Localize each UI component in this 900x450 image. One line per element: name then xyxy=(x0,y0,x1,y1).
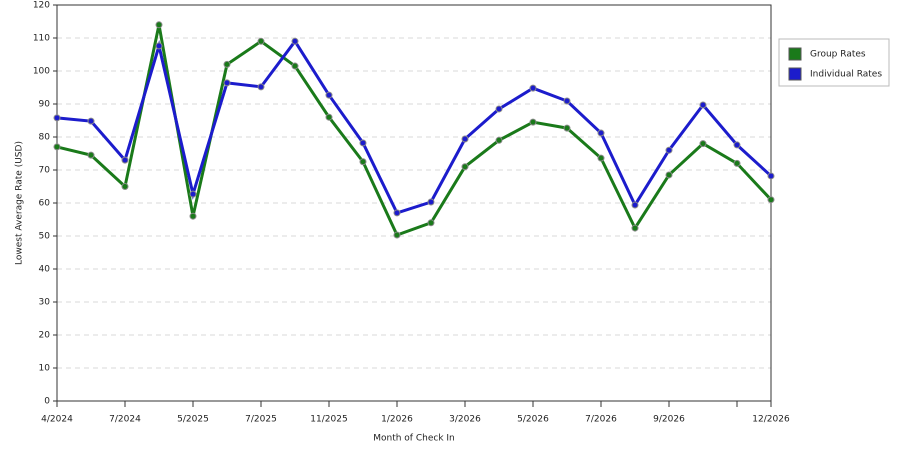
point xyxy=(597,154,605,162)
point xyxy=(87,151,95,159)
x-tick-label: 1/2026 xyxy=(381,415,413,425)
legend-label: Individual Rates xyxy=(810,70,882,80)
x-tick-label: 3/2026 xyxy=(449,415,481,425)
point xyxy=(699,101,707,109)
point xyxy=(767,196,775,204)
point xyxy=(665,146,673,154)
x-tick-label: 5/2025 xyxy=(177,415,209,425)
point xyxy=(665,171,673,179)
x-tick-label: 9/2026 xyxy=(653,415,685,425)
point xyxy=(53,114,61,122)
point xyxy=(393,209,401,217)
x-tick-label: 4/2024 xyxy=(41,415,73,425)
point xyxy=(121,183,129,190)
point xyxy=(291,37,299,45)
y-tick-label: 100 xyxy=(33,67,50,77)
x-tick-label: 7/2024 xyxy=(109,415,141,425)
x-tick-label: 11/2025 xyxy=(310,415,347,425)
x-tick-label: 12/2026 xyxy=(752,415,790,425)
y-tick-label: 40 xyxy=(39,265,51,275)
point xyxy=(121,156,129,164)
point xyxy=(427,198,435,206)
y-tick-label: 0 xyxy=(44,397,50,407)
x-tick-label: 5/2026 xyxy=(517,415,549,425)
point xyxy=(563,124,571,132)
y-tick-label: 90 xyxy=(39,100,51,110)
point xyxy=(325,91,333,99)
point xyxy=(359,158,367,166)
y-tick-label: 10 xyxy=(39,364,51,374)
point xyxy=(359,139,367,147)
point xyxy=(223,60,231,68)
x-axis-label: Month of Check In xyxy=(373,434,455,444)
point xyxy=(495,105,503,113)
legend-label: Group Rates xyxy=(810,50,866,60)
point xyxy=(461,135,469,143)
point xyxy=(631,224,639,232)
legend-swatch xyxy=(788,67,802,81)
legend-swatch xyxy=(788,47,802,61)
point xyxy=(257,83,265,91)
point xyxy=(291,62,299,70)
point xyxy=(597,129,605,137)
point xyxy=(155,21,163,29)
point xyxy=(189,190,197,198)
point xyxy=(631,201,639,209)
y-tick-label: 60 xyxy=(39,199,51,209)
y-tick-label: 30 xyxy=(39,298,51,308)
series-line xyxy=(56,38,773,215)
point xyxy=(223,79,231,87)
x-tick-label: 7/2026 xyxy=(585,415,617,425)
y-tick-label: 120 xyxy=(33,1,50,11)
x-tick-label: 7/2025 xyxy=(245,415,277,425)
point xyxy=(189,212,197,220)
point xyxy=(393,231,401,239)
y-tick-label: 110 xyxy=(33,34,50,44)
y-tick-label: 20 xyxy=(39,331,51,341)
point xyxy=(529,118,537,126)
point xyxy=(257,37,265,45)
point xyxy=(563,97,571,105)
point xyxy=(529,84,537,92)
point xyxy=(325,113,333,121)
point xyxy=(87,117,95,125)
point xyxy=(155,42,163,50)
point xyxy=(699,140,707,148)
point xyxy=(733,159,741,167)
y-tick-label: 50 xyxy=(39,232,51,242)
point xyxy=(427,219,435,227)
y-tick-label: 80 xyxy=(39,133,51,143)
y-tick-label: 70 xyxy=(39,166,51,176)
point xyxy=(461,163,469,171)
point xyxy=(53,143,61,151)
y-axis-label: Lowest Average Rate (USD) xyxy=(15,141,25,265)
point xyxy=(733,141,741,149)
point xyxy=(767,172,775,180)
point xyxy=(495,136,503,144)
